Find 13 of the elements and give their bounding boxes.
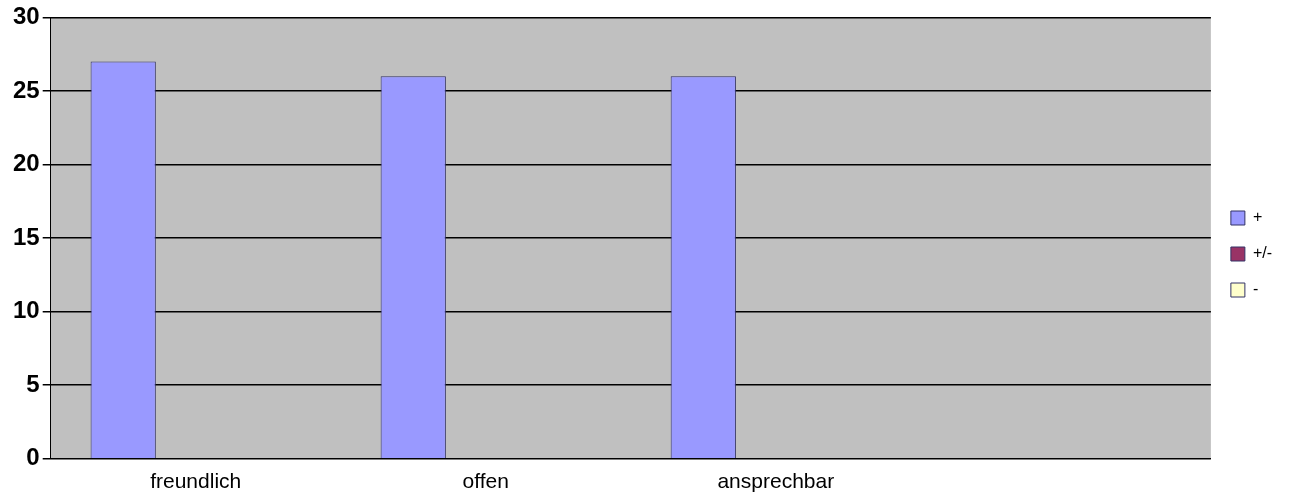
y-tick-label: 15: [12, 222, 40, 250]
legend-label: +/-: [1252, 244, 1273, 262]
x-tick-label: ansprechbar: [717, 469, 835, 493]
x-tick-label: freundlich: [150, 469, 242, 493]
y-tick-label: 0: [26, 443, 40, 471]
x-tick-label: offen: [462, 469, 509, 493]
legend-label: +: [1252, 208, 1263, 226]
y-tick-label: 5: [26, 369, 40, 397]
y-tick-label: 25: [12, 75, 40, 103]
y-tick-label: 20: [12, 149, 40, 177]
y-tick-label: 30: [12, 2, 40, 30]
legend-label: -: [1252, 280, 1259, 298]
y-tick-label: 10: [12, 296, 40, 324]
